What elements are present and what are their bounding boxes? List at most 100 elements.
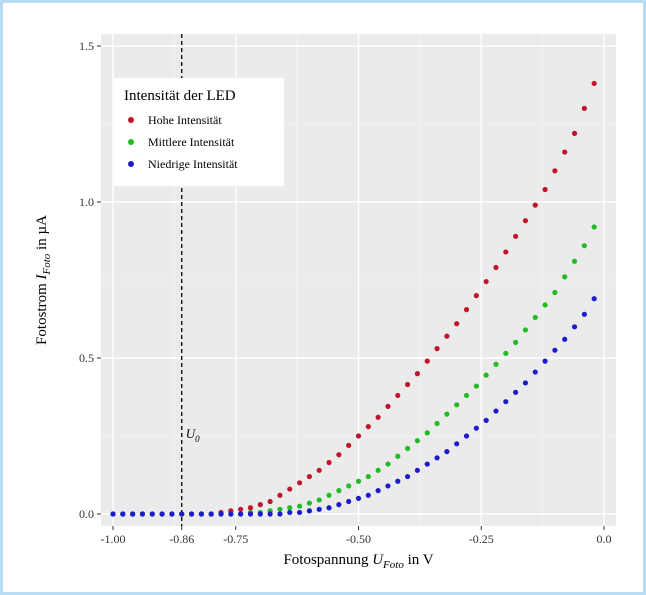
- data-point-niedrige: [591, 296, 597, 302]
- data-point-hohe: [532, 202, 538, 208]
- data-point-niedrige: [208, 511, 214, 517]
- data-point-hohe: [542, 186, 548, 193]
- data-point-hohe: [238, 506, 244, 512]
- data-point-hohe: [365, 424, 371, 430]
- data-point-mittlere: [493, 361, 499, 367]
- data-point-mittlere: [326, 492, 332, 498]
- data-point-niedrige: [454, 441, 460, 447]
- data-point-mittlere: [306, 500, 312, 506]
- data-point-niedrige: [218, 511, 224, 517]
- legend: Intensität der LED Hohe Intensität Mittl…: [114, 78, 284, 186]
- data-point-niedrige: [130, 511, 136, 517]
- data-point-niedrige: [513, 389, 519, 395]
- y-axis-title: Fotostrom IFoto in µA: [34, 215, 53, 345]
- data-point-hohe: [454, 321, 460, 327]
- data-point-hohe: [296, 480, 303, 486]
- legend-marker-niedrige: [128, 161, 134, 167]
- data-point-niedrige: [277, 511, 283, 517]
- data-point-mittlere: [454, 402, 460, 408]
- data-point-niedrige: [395, 478, 401, 484]
- x-axis-title-unit: in V: [404, 552, 434, 568]
- data-point-niedrige: [444, 449, 450, 455]
- data-point-mittlere: [463, 392, 470, 399]
- data-point-hohe: [522, 218, 529, 224]
- data-point-niedrige: [375, 488, 381, 494]
- data-point-mittlere: [552, 289, 558, 296]
- data-point-mittlere: [277, 506, 283, 512]
- data-point-niedrige: [346, 498, 352, 505]
- x-tick-label: -0.86: [169, 532, 194, 546]
- data-point-niedrige: [238, 511, 244, 517]
- data-point-hohe: [247, 505, 254, 511]
- data-point-hohe: [493, 264, 499, 271]
- data-point-hohe: [395, 392, 401, 399]
- data-point-mittlere: [434, 420, 440, 427]
- x-tick-label: -0.50: [346, 532, 371, 546]
- data-point-hohe: [405, 381, 411, 388]
- y-axis-ticks: 0.0 0.5 1.0 1.5: [79, 39, 101, 521]
- data-point-mittlere: [473, 383, 479, 389]
- data-point-niedrige: [326, 505, 332, 511]
- data-point-hohe: [463, 307, 470, 313]
- y-tick-label: 0.5: [79, 351, 94, 365]
- x-tick-label: 0.0: [597, 532, 612, 546]
- data-point-niedrige: [179, 511, 185, 517]
- x-axis-title-main: Fotospannung: [283, 552, 369, 568]
- data-point-niedrige: [483, 417, 489, 423]
- data-point-hohe: [287, 486, 293, 492]
- data-point-niedrige: [571, 324, 578, 330]
- data-points: [110, 80, 597, 517]
- data-point-niedrige: [414, 467, 421, 473]
- data-point-hohe: [385, 403, 391, 409]
- data-point-hohe: [375, 414, 381, 420]
- data-point-hohe: [267, 498, 273, 505]
- data-point-niedrige: [542, 358, 548, 364]
- data-point-mittlere: [571, 258, 578, 264]
- legend-box: [114, 78, 284, 186]
- data-point-niedrige: [493, 408, 499, 414]
- data-point-niedrige: [316, 506, 322, 512]
- data-point-niedrige: [188, 511, 195, 517]
- data-point-niedrige: [473, 425, 479, 431]
- data-point-niedrige: [198, 511, 204, 517]
- data-point-mittlere: [562, 274, 568, 280]
- data-point-hohe: [552, 168, 558, 174]
- data-point-hohe: [306, 473, 312, 480]
- data-point-niedrige: [257, 511, 263, 517]
- data-point-niedrige: [434, 455, 440, 461]
- data-point-mittlere: [424, 430, 430, 436]
- data-point-mittlere: [316, 497, 322, 503]
- y-axis-title-unit: in µA: [34, 215, 50, 254]
- x-axis-title-sub: Foto: [382, 559, 404, 571]
- data-point-niedrige: [169, 511, 175, 517]
- data-point-mittlere: [483, 372, 489, 378]
- data-point-mittlere: [405, 445, 411, 452]
- data-point-niedrige: [120, 511, 126, 517]
- data-point-hohe: [336, 452, 342, 458]
- data-point-niedrige: [287, 509, 293, 516]
- data-point-hohe: [326, 459, 332, 466]
- y-axis-title-sub: Foto: [41, 253, 53, 275]
- data-point-mittlere: [375, 467, 381, 473]
- data-point-niedrige: [463, 433, 470, 439]
- y-tick-label: 1.5: [79, 39, 94, 53]
- data-point-hohe: [473, 293, 479, 299]
- data-point-mittlere: [532, 314, 538, 321]
- legend-marker-mittlere: [128, 139, 134, 145]
- data-point-niedrige: [149, 511, 155, 517]
- data-point-hohe: [414, 371, 421, 377]
- data-point-hohe: [503, 249, 509, 255]
- data-point-mittlere: [287, 505, 293, 511]
- data-point-niedrige: [336, 502, 342, 508]
- legend-label-mittlere: Mittlere Intensität: [148, 135, 235, 149]
- data-point-niedrige: [306, 508, 312, 514]
- data-point-niedrige: [267, 511, 273, 517]
- data-point-niedrige: [581, 311, 587, 317]
- data-point-mittlere: [336, 488, 342, 494]
- y-tick-label: 0.0: [79, 507, 94, 521]
- data-point-hohe: [346, 442, 352, 448]
- data-point-mittlere: [355, 478, 362, 484]
- data-point-hohe: [355, 433, 362, 439]
- legend-marker-hohe: [128, 117, 134, 123]
